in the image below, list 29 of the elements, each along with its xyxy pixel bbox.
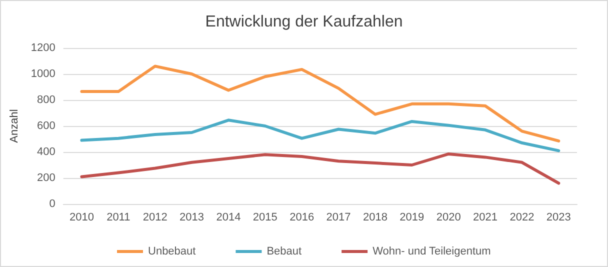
y-tick-label: 800 xyxy=(37,94,56,106)
y-tick-label: 1000 xyxy=(30,68,56,80)
line-series xyxy=(80,118,560,152)
legend-label: Unbebaut xyxy=(148,246,196,258)
x-tick-label: 2021 xyxy=(473,212,498,224)
x-tick-label: 2015 xyxy=(252,212,278,224)
x-tick-label: 2023 xyxy=(546,212,571,224)
x-tick-label: 2016 xyxy=(290,212,314,224)
y-tick-label: 600 xyxy=(37,120,56,132)
legend-label: Wohn- und Teileigentum xyxy=(372,246,491,258)
line-series xyxy=(80,152,560,185)
x-tick-label: 2010 xyxy=(69,212,94,224)
y-tick-label: 400 xyxy=(37,146,56,158)
x-tick-label: 2020 xyxy=(436,212,461,224)
x-tick-label: 2011 xyxy=(106,212,130,224)
x-tick-label: 2012 xyxy=(142,212,168,224)
line-series xyxy=(80,64,560,142)
y-tick-label: 200 xyxy=(37,172,56,184)
chart-title: Entwicklung der Kaufzahlen xyxy=(205,14,403,30)
x-tick-label: 2013 xyxy=(180,212,204,224)
x-tick-label: 2022 xyxy=(510,212,534,224)
x-tick-label: 2017 xyxy=(326,212,351,224)
legend-label: Bebaut xyxy=(266,246,302,258)
x-tick-label: 2018 xyxy=(362,212,388,224)
x-tick-label: 2019 xyxy=(400,212,424,224)
y-tick-label: 1200 xyxy=(30,42,56,54)
y-tick-label: 0 xyxy=(49,198,56,210)
x-tick-label: 2014 xyxy=(216,212,241,224)
y-axis-title: Anzahl xyxy=(8,109,20,143)
